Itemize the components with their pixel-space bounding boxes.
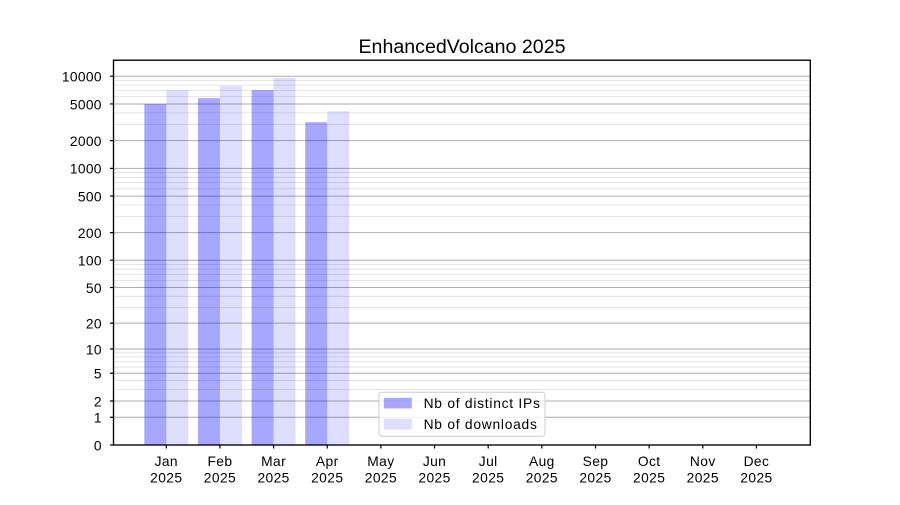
svg-text:100: 100 <box>78 254 102 269</box>
svg-text:Oct: Oct <box>638 454 661 469</box>
svg-text:2025: 2025 <box>311 470 343 485</box>
svg-text:EnhancedVolcano 2025: EnhancedVolcano 2025 <box>358 36 565 58</box>
svg-text:Jul: Jul <box>479 454 498 469</box>
svg-text:Apr: Apr <box>316 454 339 469</box>
svg-text:0: 0 <box>94 438 102 453</box>
svg-text:2025: 2025 <box>150 470 182 485</box>
svg-text:Jun: Jun <box>423 454 446 469</box>
svg-text:Feb: Feb <box>207 454 232 469</box>
svg-text:10: 10 <box>86 342 102 357</box>
svg-text:2025: 2025 <box>633 470 665 485</box>
svg-text:1000: 1000 <box>70 162 102 177</box>
svg-text:5000: 5000 <box>70 97 102 112</box>
svg-text:2025: 2025 <box>204 470 236 485</box>
svg-text:2025: 2025 <box>526 470 558 485</box>
svg-text:Mar: Mar <box>261 454 286 469</box>
svg-text:20: 20 <box>86 316 102 331</box>
svg-text:May: May <box>367 454 394 469</box>
svg-text:Nov: Nov <box>690 454 716 469</box>
svg-text:2000: 2000 <box>70 134 102 149</box>
svg-text:2025: 2025 <box>418 470 450 485</box>
svg-text:2025: 2025 <box>740 470 772 485</box>
svg-text:Nb of distinct IPs: Nb of distinct IPs <box>424 396 541 411</box>
svg-text:Sep: Sep <box>583 454 609 469</box>
svg-text:2025: 2025 <box>687 470 719 485</box>
svg-text:2025: 2025 <box>365 470 397 485</box>
svg-text:Aug: Aug <box>529 454 555 469</box>
svg-text:200: 200 <box>78 226 102 241</box>
svg-text:1: 1 <box>94 411 102 426</box>
svg-text:2025: 2025 <box>579 470 611 485</box>
svg-text:500: 500 <box>78 189 102 204</box>
svg-text:2: 2 <box>94 394 102 409</box>
svg-text:Dec: Dec <box>744 454 770 469</box>
svg-text:2025: 2025 <box>257 470 289 485</box>
svg-text:5: 5 <box>94 367 102 382</box>
svg-text:50: 50 <box>86 281 102 296</box>
svg-text:Nb of downloads: Nb of downloads <box>424 417 538 432</box>
svg-text:Jan: Jan <box>155 454 178 469</box>
svg-text:2025: 2025 <box>472 470 504 485</box>
svg-text:10000: 10000 <box>62 70 102 85</box>
